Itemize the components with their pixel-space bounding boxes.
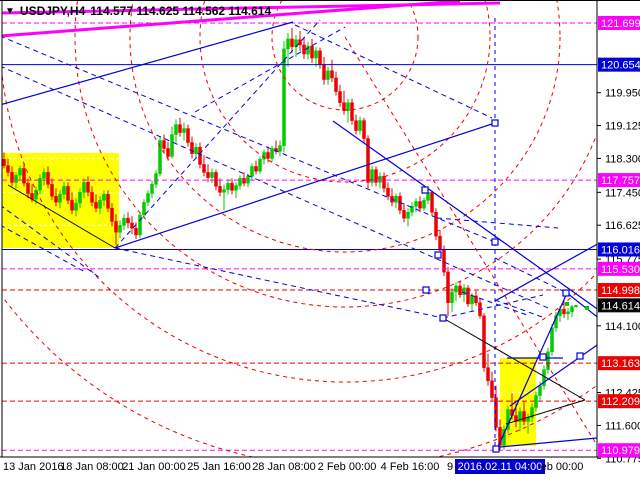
price-level-label bbox=[598, 298, 640, 313]
price-level-text: 113.163 bbox=[601, 358, 640, 370]
price-level-label bbox=[598, 57, 640, 72]
black-trendlines bbox=[7, 184, 586, 425]
symbol-label: USDJPY,H4 bbox=[19, 4, 86, 18]
ohlc-readout: 114.577 114.625 114.562 114.614 bbox=[90, 4, 272, 18]
price-level-label bbox=[598, 173, 640, 188]
fibonacci-arcs bbox=[2, 0, 597, 457]
price-level-label bbox=[598, 394, 640, 409]
price-level-text: 115.530 bbox=[601, 264, 640, 276]
selected-time-highlight bbox=[455, 459, 545, 474]
price-tick-label: 111.600 bbox=[605, 420, 640, 432]
price-level-text: 117.757 bbox=[601, 175, 640, 187]
time-tick-label: eb 00:00 bbox=[541, 461, 584, 473]
symbol-dropdown-icon[interactable]: ▼ bbox=[5, 5, 15, 17]
price-level-text: 116.016 bbox=[601, 244, 640, 256]
solid-trendlines bbox=[2, 21, 597, 450]
price-level-text: 114.998 bbox=[601, 285, 640, 297]
price-level-text: 120.654 bbox=[601, 60, 640, 72]
time-tick-label: 13 Jan 2016 bbox=[3, 461, 64, 473]
time-tick-label: 28 Jan 08:00 bbox=[252, 461, 316, 473]
price-level-label bbox=[598, 356, 640, 371]
time-tick-label: 25 Jan 16:00 bbox=[187, 461, 251, 473]
price-level-labels: 121.699 120.654 117.757 116.016 115.530 114.9… bbox=[598, 16, 640, 458]
object-handle[interactable] bbox=[491, 238, 499, 246]
object-handle[interactable] bbox=[422, 286, 430, 294]
time-tick-label: 9 bbox=[447, 461, 453, 473]
price-level-text: 110.979 bbox=[601, 445, 640, 457]
price-level-text: 114.614 bbox=[601, 300, 640, 312]
level-lines bbox=[2, 22, 597, 451]
chart-title-bar: ▼ USDJPY,H4 114.577 114.625 114.562 114.… bbox=[5, 4, 271, 18]
object-handle[interactable] bbox=[434, 251, 442, 259]
candles bbox=[2, 27, 578, 451]
price-level-label bbox=[598, 16, 640, 31]
price-level-label bbox=[598, 443, 640, 458]
price-tick-label: 119.125 bbox=[605, 121, 640, 133]
price-tick-label: 118.300 bbox=[605, 153, 640, 165]
object-handle[interactable] bbox=[576, 352, 584, 360]
object-handle[interactable] bbox=[491, 119, 499, 127]
magenta-channel bbox=[2, 0, 501, 38]
price-level-text: 121.699 bbox=[601, 18, 640, 30]
object-handle[interactable] bbox=[421, 186, 429, 194]
object-handle[interactable] bbox=[439, 314, 447, 322]
object-handle[interactable] bbox=[539, 353, 547, 361]
selection-handles[interactable] bbox=[421, 119, 584, 453]
price-tick-label: 114.100 bbox=[605, 321, 640, 333]
price-level-label bbox=[598, 242, 640, 257]
price-level-label bbox=[598, 261, 640, 276]
price-tick-label: 117.450 bbox=[605, 187, 640, 199]
plot-border bbox=[0, 0, 640, 458]
time-tick-label: 21 Jan 00:00 bbox=[122, 461, 186, 473]
price-level-text: 112.209 bbox=[601, 396, 640, 408]
time-tick-label: 18 Jan 08:00 bbox=[60, 461, 124, 473]
object-handle[interactable] bbox=[492, 445, 500, 453]
time-tick-label: 2 Feb 00:00 bbox=[318, 461, 377, 473]
bar-markers bbox=[565, 302, 589, 310]
object-handle[interactable] bbox=[562, 289, 570, 297]
time-tick-label: 4 Feb 16:00 bbox=[381, 461, 440, 473]
time-tick-label: 2016.02.11 04:00 bbox=[458, 461, 543, 473]
price-tick-label: 119.950 bbox=[605, 88, 640, 100]
price-tick-label: 116.625 bbox=[605, 220, 640, 232]
dashed-trendlines bbox=[2, 18, 568, 452]
price-level-label bbox=[598, 283, 640, 298]
